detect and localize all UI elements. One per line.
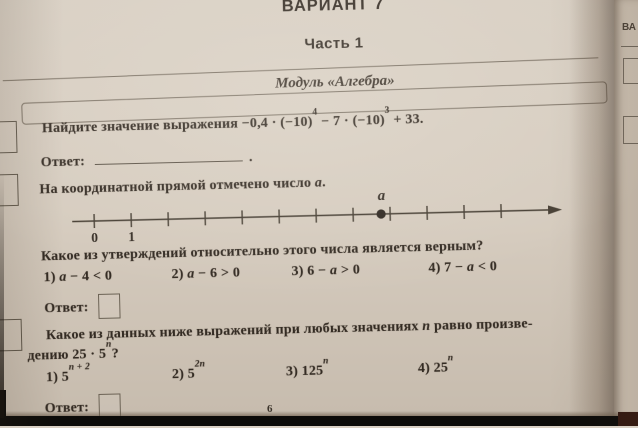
part-title: Часть 1 [54,28,614,59]
exam-page: ВАРИАНТ 7 Часть 1 Модуль «Алгебра» Найди… [0,0,620,427]
expression-part: + 33. [390,112,424,128]
photo-bottom-edge [0,416,638,426]
page-gutter-shadow [569,0,617,417]
axis-arrow [548,205,562,214]
option-2: 2) a − 6 > 0 [171,265,240,283]
variant-title: ВАРИАНТ 7 [53,0,613,22]
option-3: 3) 125n [286,363,329,380]
next-page-answer-box [623,116,638,144]
point-a-label: a [377,188,385,204]
answer-box [98,293,121,319]
problem-number-box [0,121,18,154]
text-part: . [322,175,326,190]
option-3: 3) 6 − a > 0 [291,263,360,281]
text-part: равно произве- [430,316,533,333]
text-part: дению 25 · 5 [27,347,106,364]
photo-right-corner [618,412,638,426]
next-page-answer-box [623,58,638,84]
option-4: 4) 7 − a < 0 [428,259,497,277]
option-4: 4) 25n [418,360,454,377]
exponent: 4 [312,108,317,118]
answer-line [95,148,243,165]
point-a-dot [376,209,385,218]
problem-1-answer-row: Ответ:. [41,148,253,171]
answer-period: . [249,150,253,165]
problem-2-answer-row: Ответ: [44,293,121,320]
text-part: ? [111,346,119,361]
problem-3-options: 1) 5n + 2 2) 52n 3) 125n 4) 25n [46,357,606,391]
exponent: 3 [385,106,390,116]
tick-label-0: 0 [91,230,98,245]
next-page-rule [621,46,638,47]
answer-label: Ответ: [41,154,86,170]
exponent-n: n [106,340,112,350]
option-1: 1) 5n + 2 [46,369,91,386]
option-2: 2) 52n [172,366,206,383]
tick-label-1: 1 [128,229,135,244]
next-page-header-fragment: ВА [622,22,636,33]
problem-3-text-line1: Какое из данных ниже выражений при любых… [27,316,533,344]
number-line-axis [72,210,550,222]
option-1: 1) a − 4 < 0 [43,269,112,287]
answer-label: Ответ: [44,300,89,316]
next-page-sliver: ВА [614,0,638,417]
text-part: Какое из данных ниже выражений при любых… [46,319,423,343]
expression-part: − 7 · (−10) [317,113,385,130]
photo-left-edge [0,170,4,418]
